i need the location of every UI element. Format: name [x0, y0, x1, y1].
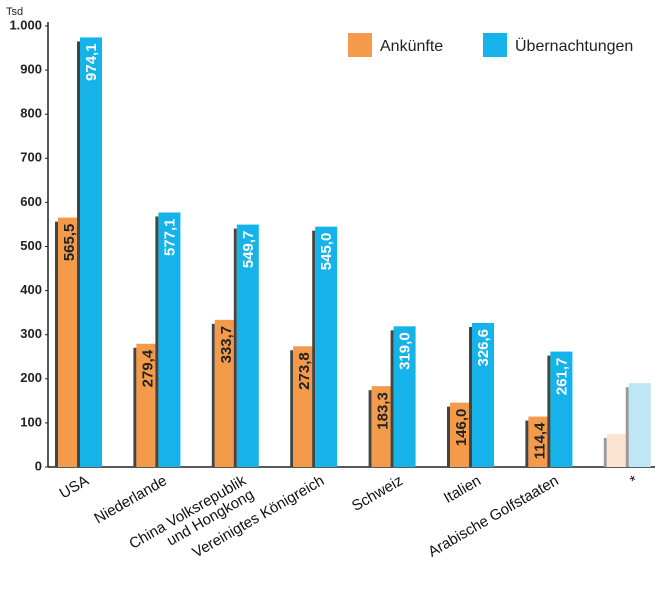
- value-label: 183,3: [375, 392, 392, 430]
- bar: [136, 343, 159, 467]
- bar: [472, 322, 494, 467]
- value-label: 545,0: [318, 233, 335, 271]
- value-label: 279,4: [139, 349, 156, 387]
- y-tick-label: 1.000: [9, 17, 42, 32]
- bar-shadow: [390, 330, 394, 467]
- bar-shadow: [625, 387, 629, 467]
- y-tick-label: 600: [20, 194, 42, 209]
- value-label: 974,1: [83, 43, 100, 81]
- bar: [80, 37, 102, 467]
- bar-shadow: [155, 216, 159, 467]
- value-label: 146,0: [453, 409, 470, 447]
- bar-shadow: [547, 355, 551, 467]
- y-tick-label: 200: [20, 370, 42, 385]
- bar-shadow: [525, 420, 529, 467]
- bar-shadow: [55, 221, 58, 467]
- value-label: 333,7: [218, 326, 235, 364]
- legend-swatch: [348, 33, 372, 57]
- y-tick-label: 800: [20, 106, 42, 121]
- bar-shadow: [77, 41, 80, 467]
- bar: [528, 416, 551, 467]
- bar: [450, 402, 472, 467]
- value-label: 577,1: [161, 218, 178, 256]
- bar-shadow: [133, 347, 137, 467]
- y-tick-label: 300: [20, 326, 42, 341]
- value-label: 565,5: [61, 224, 78, 262]
- y-tick-label: 900: [20, 62, 42, 77]
- bar: [606, 433, 629, 467]
- bar: [293, 346, 316, 467]
- bar-shadow: [603, 437, 607, 467]
- bar: [628, 383, 651, 467]
- legend-label: Übernachtungen: [515, 37, 633, 55]
- bar-shadow: [312, 230, 316, 467]
- y-tick-label: 100: [20, 414, 42, 429]
- value-label: 319,0: [397, 332, 414, 370]
- bar: [158, 212, 181, 467]
- unit-label: Tsd: [6, 6, 23, 18]
- value-label: 549,7: [240, 231, 257, 269]
- bar: [214, 319, 237, 467]
- value-label: 326,6: [475, 329, 492, 367]
- bar: [58, 217, 80, 467]
- bar: [393, 326, 416, 467]
- bar: [315, 226, 338, 467]
- y-tick-label: 700: [20, 150, 42, 165]
- bar-shadow: [368, 390, 372, 467]
- bar-shadow: [447, 406, 450, 467]
- value-label: 273,8: [296, 352, 313, 390]
- bar-shadow: [469, 326, 472, 467]
- y-tick-label: 0: [35, 458, 42, 473]
- value-label: 261,7: [553, 358, 570, 396]
- bar: [371, 386, 394, 467]
- value-label: 114,4: [531, 422, 548, 459]
- bar-shadow: [211, 323, 215, 467]
- bar-shadow: [290, 350, 294, 467]
- y-tick-label: 500: [20, 238, 42, 253]
- bar-shadow: [233, 228, 237, 467]
- y-tick-label: 400: [20, 282, 42, 297]
- legend-swatch: [483, 33, 507, 57]
- bar: [236, 224, 259, 467]
- legend-label: Ankünfte: [380, 38, 443, 55]
- bar: [550, 351, 573, 467]
